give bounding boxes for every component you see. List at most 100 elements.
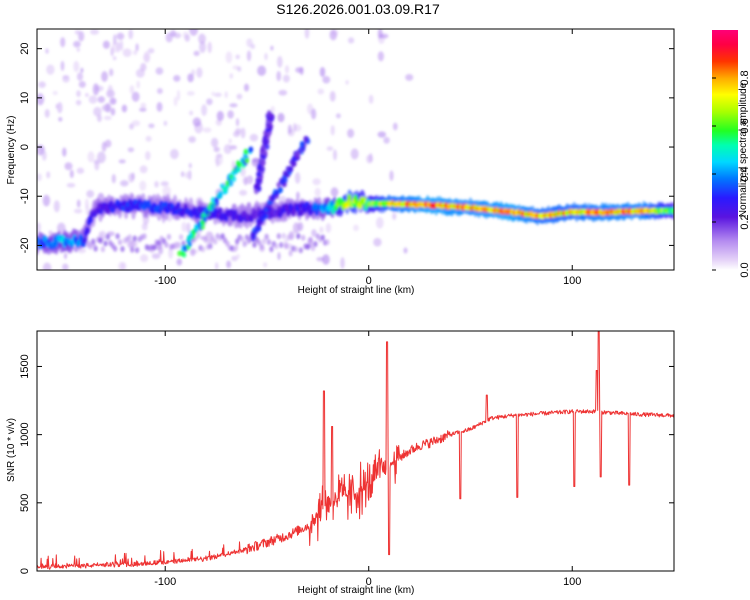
spectrogram-y-axis-label: Frequency (Hz) bbox=[6, 116, 17, 185]
heat-blob bbox=[119, 40, 124, 51]
heat-blob bbox=[118, 261, 127, 270]
heat-blob bbox=[223, 144, 232, 155]
heat-blob bbox=[204, 209, 210, 216]
heat-blob bbox=[247, 237, 252, 244]
heat-blob bbox=[228, 138, 232, 144]
heat-blob bbox=[139, 180, 147, 191]
heat-blob bbox=[231, 176, 237, 182]
x-tick-label: -100 bbox=[154, 576, 176, 588]
heat-blob bbox=[184, 34, 190, 42]
heat-blob bbox=[73, 60, 80, 73]
heat-blob bbox=[377, 51, 385, 62]
heat-blob bbox=[298, 247, 303, 254]
heat-blob bbox=[288, 166, 293, 173]
heat-blob bbox=[145, 135, 152, 142]
heat-blob bbox=[347, 194, 352, 202]
heat-blob bbox=[314, 187, 321, 197]
heat-blob bbox=[154, 180, 159, 188]
heat-blob bbox=[213, 146, 220, 153]
heat-blob bbox=[155, 67, 164, 75]
heat-blob bbox=[236, 93, 243, 100]
heat-blob bbox=[196, 232, 201, 239]
heat-blob bbox=[112, 245, 118, 252]
heat-blob bbox=[240, 127, 246, 139]
heat-blob bbox=[176, 258, 183, 266]
heat-blob bbox=[277, 252, 281, 261]
heat-blob bbox=[60, 60, 65, 71]
heat-blob bbox=[116, 32, 125, 40]
heat-blob bbox=[130, 246, 135, 253]
heat-blob bbox=[242, 241, 247, 248]
heat-blob bbox=[189, 110, 194, 116]
heat-blob bbox=[207, 41, 212, 54]
heat-blob bbox=[214, 92, 222, 97]
heat-blob bbox=[45, 48, 49, 54]
heat-blob bbox=[131, 91, 140, 102]
x-tick-label: 0 bbox=[366, 275, 372, 287]
heat-blob bbox=[181, 221, 187, 232]
heat-blob bbox=[231, 255, 238, 262]
heat-blob bbox=[202, 215, 208, 222]
heat-blob bbox=[340, 257, 345, 269]
heat-blob bbox=[330, 125, 335, 136]
heat-blob bbox=[135, 43, 139, 52]
heat-blob bbox=[201, 104, 208, 116]
heat-blob bbox=[248, 146, 253, 153]
heat-blob bbox=[128, 29, 134, 40]
heat-blob bbox=[325, 223, 332, 233]
heat-blob bbox=[288, 249, 293, 257]
heat-blob bbox=[173, 75, 181, 82]
heat-blob bbox=[156, 102, 163, 112]
heat-blob bbox=[78, 80, 86, 88]
heat-blob bbox=[277, 187, 283, 194]
heat-blob bbox=[189, 248, 196, 256]
heat-blob bbox=[208, 243, 213, 250]
heat-blob bbox=[296, 233, 301, 240]
heat-blob bbox=[142, 233, 147, 240]
heat-blob bbox=[405, 73, 414, 81]
heat-blob bbox=[257, 65, 267, 76]
heat-blob bbox=[139, 107, 147, 112]
spectrogram-x-ticks: -100 0 100 bbox=[154, 29, 581, 287]
heat-blob bbox=[37, 173, 42, 182]
heat-blob bbox=[57, 101, 63, 114]
heat-blob bbox=[148, 123, 155, 129]
heat-blob bbox=[218, 190, 223, 197]
heat-blob bbox=[316, 257, 325, 262]
heat-blob bbox=[322, 75, 331, 84]
heat-blob bbox=[287, 124, 292, 135]
heat-blob bbox=[115, 233, 120, 240]
heat-blob bbox=[145, 151, 151, 161]
heat-blob bbox=[132, 235, 137, 242]
heat-blob bbox=[203, 236, 208, 243]
heat-blob bbox=[90, 29, 99, 35]
heat-blob bbox=[279, 242, 284, 248]
heat-blob bbox=[168, 247, 174, 259]
colorbar-tick-label: 0.0 bbox=[739, 262, 750, 277]
heat-blob bbox=[158, 246, 164, 255]
heat-blob bbox=[301, 234, 306, 241]
heat-blob bbox=[75, 99, 82, 106]
heat-blob bbox=[214, 262, 219, 270]
heat-blob bbox=[293, 246, 299, 253]
heat-blob bbox=[392, 122, 398, 131]
heat-blob bbox=[101, 71, 108, 82]
heat-blob bbox=[347, 128, 355, 138]
heat-blob bbox=[304, 29, 310, 39]
heat-blob bbox=[266, 239, 272, 246]
heat-blob bbox=[218, 207, 223, 215]
heat-blob bbox=[377, 131, 387, 138]
y-tick-label: 1000 bbox=[19, 422, 31, 446]
heat-blob bbox=[224, 91, 228, 99]
heat-blob bbox=[136, 80, 141, 89]
heat-blob bbox=[82, 236, 88, 244]
heat-blob bbox=[181, 171, 185, 178]
heat-blob bbox=[244, 157, 250, 164]
heat-blob bbox=[246, 38, 253, 48]
heat-blob bbox=[76, 167, 85, 174]
heat-blob bbox=[276, 233, 281, 240]
heat-blob bbox=[42, 262, 52, 270]
heat-blob bbox=[88, 95, 98, 104]
heat-blob bbox=[299, 141, 305, 148]
heat-blob bbox=[60, 37, 66, 48]
